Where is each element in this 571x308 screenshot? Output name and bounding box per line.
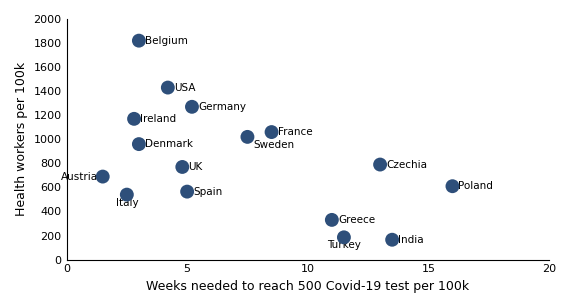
Text: Italy: Italy [115, 198, 138, 208]
Text: Austria: Austria [61, 172, 98, 182]
Text: USA: USA [174, 83, 195, 93]
Point [267, 130, 276, 135]
Point [388, 237, 397, 242]
Point [183, 189, 192, 194]
Text: India: India [398, 235, 424, 245]
Point [130, 116, 139, 121]
Y-axis label: Health workers per 100k: Health workers per 100k [15, 62, 28, 216]
Point [122, 192, 131, 197]
Text: France: France [278, 127, 312, 137]
Point [134, 142, 143, 147]
Point [339, 235, 348, 240]
Text: Poland: Poland [459, 181, 493, 191]
Text: Greece: Greece [338, 215, 375, 225]
Point [327, 217, 336, 222]
Text: Ireland: Ireland [140, 114, 176, 124]
Point [98, 174, 107, 179]
Text: Sweden: Sweden [254, 140, 295, 150]
Text: UK: UK [188, 162, 203, 172]
Point [187, 104, 196, 109]
Text: Denmark: Denmark [145, 139, 193, 149]
Point [134, 38, 143, 43]
Text: Germany: Germany [198, 102, 246, 112]
Point [178, 164, 187, 169]
Text: Spain: Spain [193, 187, 223, 197]
Text: Turkey: Turkey [327, 240, 361, 250]
Point [163, 85, 172, 90]
Text: Belgium: Belgium [145, 36, 188, 46]
Point [243, 134, 252, 139]
Text: Czechia: Czechia [386, 160, 427, 169]
Point [448, 184, 457, 189]
X-axis label: Weeks needed to reach 500 Covid-19 test per 100k: Weeks needed to reach 500 Covid-19 test … [146, 280, 469, 293]
Point [376, 162, 385, 167]
